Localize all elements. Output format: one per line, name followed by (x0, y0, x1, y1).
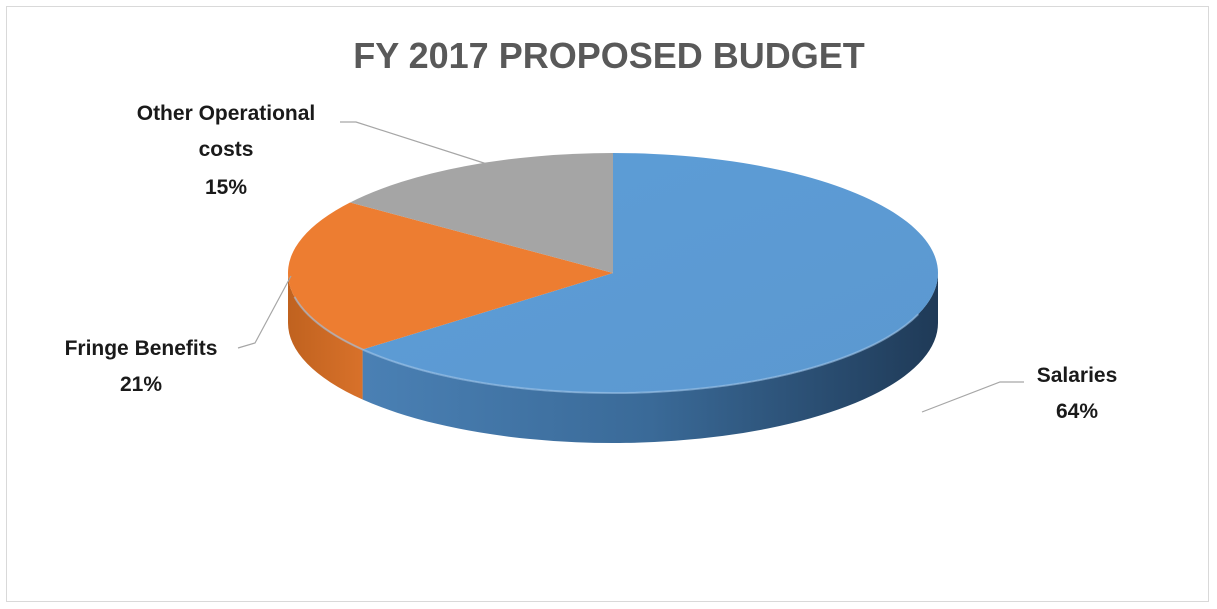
leader-salaries (921, 381, 1024, 413)
slice-label-other-line1: Other Operational (137, 102, 316, 125)
pie-rim-highlight (293, 296, 920, 394)
slice-fringe-benefits[interactable] (288, 202, 613, 350)
data-label-salaries: Salaries 64% (1037, 364, 1118, 423)
data-label-other-operational: Other Operational costs 15% (137, 102, 316, 199)
slice-side-fringe-benefits (288, 273, 363, 400)
slice-label-fringe-benefits: Fringe Benefits (65, 337, 218, 360)
leader-lines (237, 121, 1024, 413)
pie-sides (288, 273, 938, 444)
data-label-fringe-benefits: Fringe Benefits 21% (65, 337, 218, 396)
chart-title: FY 2017 PROPOSED BUDGET (353, 35, 865, 76)
slice-value-other: 15% (205, 176, 247, 199)
pie-slices (288, 153, 938, 394)
leader-fringe-benefits (237, 275, 292, 349)
slice-label-other-line2: costs (199, 138, 254, 161)
slice-label-salaries: Salaries (1037, 364, 1118, 387)
slice-value-salaries: 64% (1056, 400, 1098, 423)
slice-value-fringe-benefits: 21% (120, 373, 162, 396)
leader-other-operational (340, 121, 488, 165)
slice-side-salaries (362, 273, 938, 444)
slice-other-operational[interactable] (350, 153, 613, 273)
slice-salaries[interactable] (362, 153, 938, 394)
